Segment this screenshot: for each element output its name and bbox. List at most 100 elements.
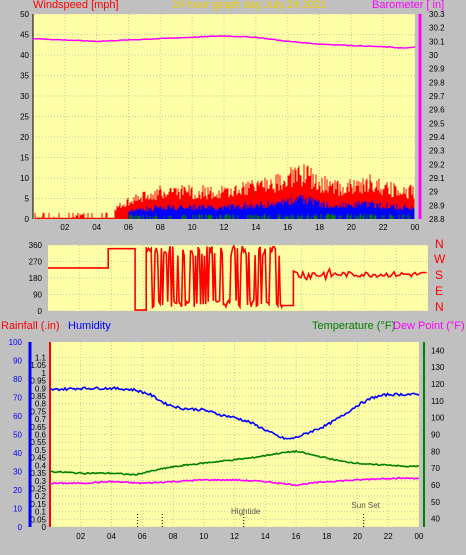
direction-y-tick: 360	[29, 241, 43, 250]
humidity-y-tick: 0.75	[30, 407, 46, 416]
barometer-line	[33, 35, 416, 49]
dewpoint-axis-title: Dew Point (°F)	[393, 320, 465, 332]
humidity-y-tick: 0.5	[35, 446, 47, 455]
wind-x-tick: 10	[188, 223, 197, 232]
wind-x-tick: 18	[315, 223, 324, 232]
rain-y-tick: 20	[13, 486, 22, 495]
climate-x-tick: 16	[292, 532, 301, 541]
humidity-y-tick: 0.8	[35, 400, 47, 409]
baro-y-tick: 29.7	[429, 92, 445, 101]
rain-y-tick: 10	[13, 505, 22, 514]
humidity-y-tick: 0.1	[35, 508, 47, 517]
temp-y-tick: 120	[431, 380, 445, 389]
climate-x-tick: 20	[353, 532, 362, 541]
rain-y-tick: 70	[13, 394, 22, 403]
humidity-y-tick: 0.25	[30, 484, 46, 493]
hightide-annotation: Hightide	[231, 507, 261, 516]
barometer-axis-title: Barometer [ in]	[372, 0, 445, 11]
baro-y-tick: 29.5	[429, 119, 445, 128]
wind-x-tick: 22	[379, 223, 388, 232]
climate-x-tick: 02	[76, 532, 85, 541]
humidity-y-tick: 1.05	[30, 361, 46, 370]
temp-y-tick: 50	[431, 498, 440, 507]
dir-label-w: W	[434, 252, 446, 266]
climate-chart: 010203040506070809010000.050.10.150.20.2…	[9, 338, 445, 541]
wind-barometer-chart: 0 5 10 15 20 25 30 35 40 45 50 02 04 06 08 10 12 14 16 18 20…	[20, 10, 445, 232]
baro-y-tick: 29.9	[429, 65, 445, 74]
humidity-y-tick: 0.9	[35, 384, 47, 393]
top-header: Windspeed [mph] 24 hour graph day July 2…	[0, 0, 466, 14]
baro-y-tick: 29.6	[429, 106, 445, 115]
humidity-axis-title: Humidity	[68, 320, 111, 332]
baro-y-tick: 29.3	[429, 147, 445, 156]
rain-y-tick: 80	[13, 375, 22, 384]
temp-y-tick: 90	[431, 431, 440, 440]
humidity-y-tick: 0.55	[30, 438, 46, 447]
wind-y-tick: 45	[20, 31, 29, 40]
humidity-y-tick: 0.45	[30, 454, 46, 463]
humidity-y-tick: 0.3	[35, 477, 47, 486]
humidity-y-tick: 0.15	[30, 500, 46, 509]
climate-x-tick: 14	[261, 532, 270, 541]
dir-label-n-bottom: N	[435, 300, 444, 314]
dir-label-n-top: N	[435, 237, 444, 251]
wind-y-tick: 15	[20, 154, 29, 163]
wind-direction-chart: 0 90 180 270 360	[29, 241, 429, 316]
baro-y-tick: 30	[429, 51, 438, 60]
temp-y-tick: 110	[431, 397, 444, 406]
rainfall-axis-title: Rainfall (.in)	[1, 320, 60, 332]
chart-title: 24 hour graph day July 24 2021	[172, 0, 327, 11]
wind-x-tick: 00	[411, 223, 420, 232]
wind-y-tick: 5	[25, 195, 30, 204]
rain-y-tick: 30	[13, 468, 22, 477]
temp-y-tick: 100	[431, 414, 445, 423]
humidity-y-tick: 0.2	[35, 492, 47, 501]
baro-y-tick: 29.2	[429, 160, 445, 169]
wind-x-tick: 02	[60, 223, 69, 232]
wind-y-tick: 10	[20, 174, 29, 183]
direction-y-tick: 0	[38, 307, 43, 316]
humidity-y-tick: 0.6	[35, 431, 47, 440]
direction-y-tick: 90	[33, 291, 42, 300]
baro-y-tick: 30.3	[429, 10, 445, 19]
rain-y-tick: 0	[18, 523, 23, 532]
climate-x-tick: 18	[322, 532, 331, 541]
dir-label-e: E	[435, 284, 444, 298]
wind-y-tick: 40	[20, 51, 29, 60]
climate-x-tick: 12	[230, 532, 239, 541]
temp-y-tick: 60	[431, 481, 440, 490]
wind-x-tick: 12	[220, 223, 229, 232]
baro-y-tick: 29.4	[429, 133, 445, 142]
baro-y-tick: 29.1	[429, 174, 445, 183]
climate-x-tick: 00	[415, 532, 424, 541]
lower-header: Rainfall (.in) Humidity Temperature (°F)…	[0, 320, 466, 334]
wind-x-tick: 06	[124, 223, 133, 232]
wind-x-tick: 14	[251, 223, 260, 232]
humidity-y-tick: 0.05	[30, 515, 46, 524]
dewpoint-line	[49, 476, 420, 487]
baro-y-tick: 29	[429, 188, 438, 197]
direction-y-tick: 270	[29, 258, 43, 267]
baro-y-tick: 30.1	[429, 37, 445, 46]
humidity-y-tick: 0.85	[30, 392, 46, 401]
wind-y-tick: 50	[20, 10, 29, 19]
wind-y-tick: 20	[20, 133, 29, 142]
direction-line	[48, 244, 427, 311]
climate-x-tick: 08	[169, 532, 178, 541]
humidity-y-tick: 0.4	[35, 461, 47, 470]
temperature-line	[49, 449, 419, 477]
rain-y-tick: 90	[13, 357, 22, 366]
wind-y-tick: 0	[25, 215, 30, 224]
humidity-line	[50, 386, 420, 440]
climate-x-tick: 04	[107, 532, 116, 541]
wind-y-tick: 25	[20, 113, 29, 122]
baro-y-tick: 28.9	[429, 201, 445, 210]
humidity-y-tick: 0.65	[30, 423, 46, 432]
humidity-y-tick: 1.1	[35, 353, 47, 362]
humidity-y-tick: 0.95	[30, 377, 46, 386]
baro-y-tick: 29.8	[429, 78, 445, 87]
wind-y-tick: 35	[20, 72, 29, 81]
rain-y-tick: 40	[13, 449, 22, 458]
climate-x-tick: 22	[384, 532, 393, 541]
